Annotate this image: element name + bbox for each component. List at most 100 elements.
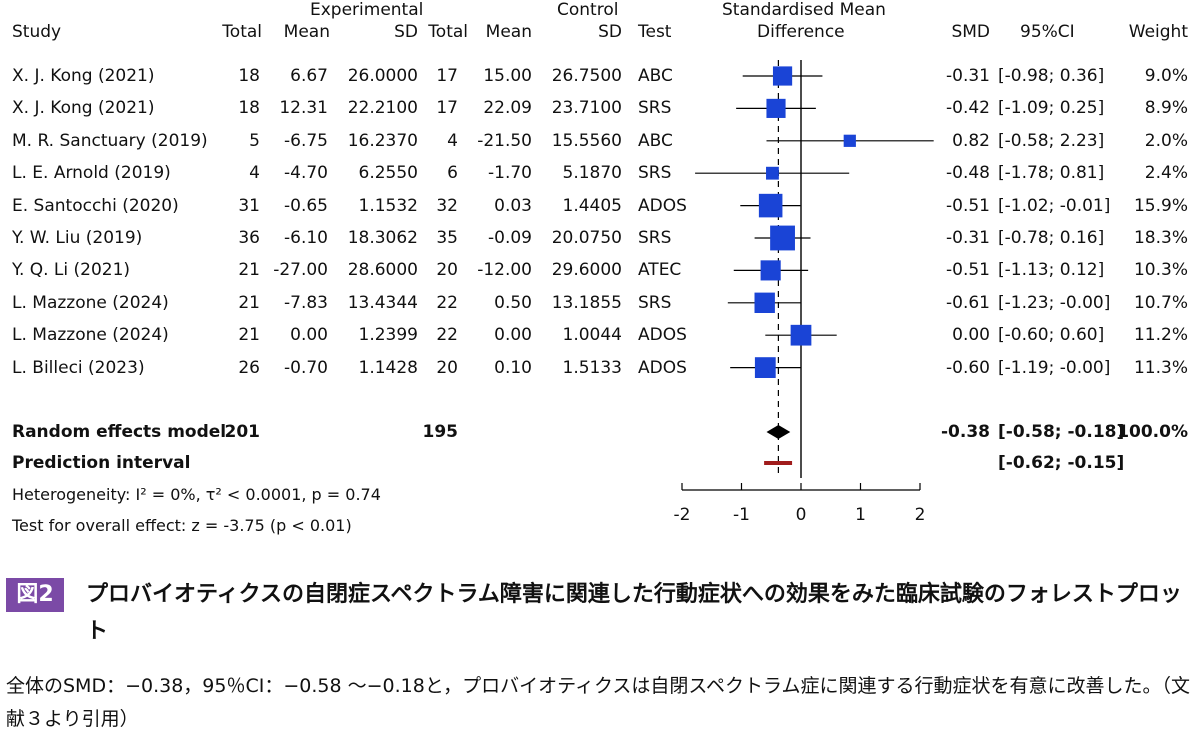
x-axis-tick-label: -2 xyxy=(674,505,691,525)
figure-note: 全体のSMD：−0.38，95％CI：−0.58 〜−0.18と，プロバイオティ… xyxy=(6,675,1190,730)
row-ci: [-1.02; -0.01] xyxy=(998,195,1111,216)
row-e-total: 26 xyxy=(238,357,260,378)
row-ci: [-0.78; 0.16] xyxy=(998,228,1105,248)
row-c-total: 17 xyxy=(436,98,458,119)
row-e-total: 18 xyxy=(238,98,260,119)
row-e-total: 21 xyxy=(238,325,260,346)
row-test: ABC xyxy=(638,130,673,151)
row-study: L. E. Arnold (2019) xyxy=(12,163,171,184)
row-c-sd: 23.7100 xyxy=(551,98,622,119)
x-axis-tick-label: 1 xyxy=(855,505,866,525)
x-axis-tick-label: 0 xyxy=(796,505,807,525)
study-effect-square xyxy=(760,260,781,281)
row-e-sd: 26.0000 xyxy=(347,66,418,86)
row-e-sd: 1.1428 xyxy=(358,357,418,378)
row-smd: -0.51 xyxy=(946,195,990,216)
row-c-sd: 29.6000 xyxy=(551,260,622,281)
row-e-sd: 1.2399 xyxy=(358,325,418,346)
x-axis-tick-label: -1 xyxy=(733,505,750,525)
row-e-mean: -7.83 xyxy=(284,292,328,313)
row-e-mean: -6.10 xyxy=(284,228,328,248)
row-c-mean: -12.00 xyxy=(477,260,532,281)
control-group-header: Control xyxy=(557,0,619,20)
row-weight: 2.0% xyxy=(1144,130,1188,151)
summary-exp-total: 201 xyxy=(224,422,261,442)
row-study: E. Santocchi (2020) xyxy=(12,195,179,216)
row-test: SRS xyxy=(638,98,672,119)
row-ci: [-0.98; 0.36] xyxy=(998,66,1105,86)
row-ci: [-1.19; -0.00] xyxy=(998,357,1111,378)
ci-column-header: 95%CI xyxy=(1020,22,1075,42)
row-weight: 18.3% xyxy=(1133,228,1188,248)
row-c-total: 35 xyxy=(436,228,458,248)
row-weight: 11.2% xyxy=(1133,325,1188,346)
row-c-total: 4 xyxy=(447,130,458,151)
study-effect-square xyxy=(754,292,775,313)
summary-label: Random effects model xyxy=(12,422,227,442)
ctrl-total-header: Total xyxy=(428,22,468,42)
row-study: X. J. Kong (2021) xyxy=(12,98,155,119)
row-weight: 10.3% xyxy=(1133,260,1188,281)
row-smd: -0.31 xyxy=(946,228,990,248)
exp-sd-header: SD xyxy=(394,22,418,42)
study-effect-square xyxy=(790,324,812,346)
row-c-mean: 0.03 xyxy=(494,195,532,216)
row-c-mean: 0.10 xyxy=(494,357,532,378)
prediction-ci: [-0.62; -0.15] xyxy=(998,453,1125,473)
row-c-sd: 5.1870 xyxy=(562,163,622,184)
row-smd: -0.61 xyxy=(946,292,990,313)
row-smd: 0.00 xyxy=(952,325,990,346)
row-c-total: 6 xyxy=(447,163,458,184)
row-c-mean: 15.00 xyxy=(483,66,532,86)
study-effect-square xyxy=(766,98,786,118)
prediction-label: Prediction interval xyxy=(12,453,191,473)
row-test: ATEC xyxy=(638,260,682,281)
summary-weight: 100.0% xyxy=(1117,422,1188,442)
row-ci: [-0.58; 2.23] xyxy=(998,130,1105,151)
row-e-sd: 22.2100 xyxy=(347,98,418,119)
smd-plot-header-line1: Standardised Mean xyxy=(722,0,886,20)
row-e-mean: 0.00 xyxy=(290,325,328,346)
row-e-mean: -6.75 xyxy=(284,130,328,151)
row-weight: 8.9% xyxy=(1144,98,1188,119)
row-smd: 0.82 xyxy=(952,130,990,151)
row-study: L. Mazzone (2024) xyxy=(12,292,169,313)
row-study: X. J. Kong (2021) xyxy=(12,66,155,86)
row-c-sd: 15.5560 xyxy=(551,130,622,151)
row-smd: -0.60 xyxy=(946,357,990,378)
row-weight: 15.9% xyxy=(1133,195,1188,216)
weight-column-header: Weight xyxy=(1128,22,1188,42)
study-effect-square xyxy=(843,134,856,147)
row-c-sd: 20.0750 xyxy=(551,228,622,248)
row-e-sd: 18.3062 xyxy=(347,228,418,248)
row-e-sd: 13.4344 xyxy=(347,292,418,313)
row-c-total: 17 xyxy=(436,66,458,86)
heterogeneity-text: Heterogeneity: I² = 0%, τ² < 0.0001, p =… xyxy=(12,485,381,504)
row-c-mean: -0.09 xyxy=(488,228,532,248)
summary-ci: [-0.58; -0.18] xyxy=(998,422,1125,442)
row-e-total: 21 xyxy=(238,260,260,281)
row-test: ABC xyxy=(638,66,673,86)
ctrl-sd-header: SD xyxy=(598,22,622,42)
row-smd: -0.48 xyxy=(946,163,990,184)
row-ci: [-1.13; 0.12] xyxy=(998,260,1105,281)
row-test: SRS xyxy=(638,292,672,313)
row-test: SRS xyxy=(638,228,672,248)
summary-diamond xyxy=(766,425,791,439)
row-smd: -0.31 xyxy=(946,66,990,86)
row-c-total: 20 xyxy=(436,357,458,378)
ctrl-mean-header: Mean xyxy=(485,22,532,42)
row-smd: -0.51 xyxy=(946,260,990,281)
row-study: M. R. Sanctuary (2019) xyxy=(12,130,208,151)
forest-plot: -2 -1 0 1 2 xyxy=(674,60,934,525)
study-column-header: Study xyxy=(12,22,62,42)
overall-effect-text: Test for overall effect: z = -3.75 (p < … xyxy=(12,516,352,535)
row-c-mean: -1.70 xyxy=(488,163,532,184)
figure-badge: 図2 xyxy=(6,578,64,612)
study-effect-square xyxy=(754,357,776,378)
row-study: L. Mazzone (2024) xyxy=(12,325,169,346)
row-weight: 9.0% xyxy=(1144,66,1188,86)
row-e-mean: -4.70 xyxy=(284,163,328,184)
row-c-total: 20 xyxy=(436,260,458,281)
row-c-sd: 13.1855 xyxy=(551,292,622,313)
